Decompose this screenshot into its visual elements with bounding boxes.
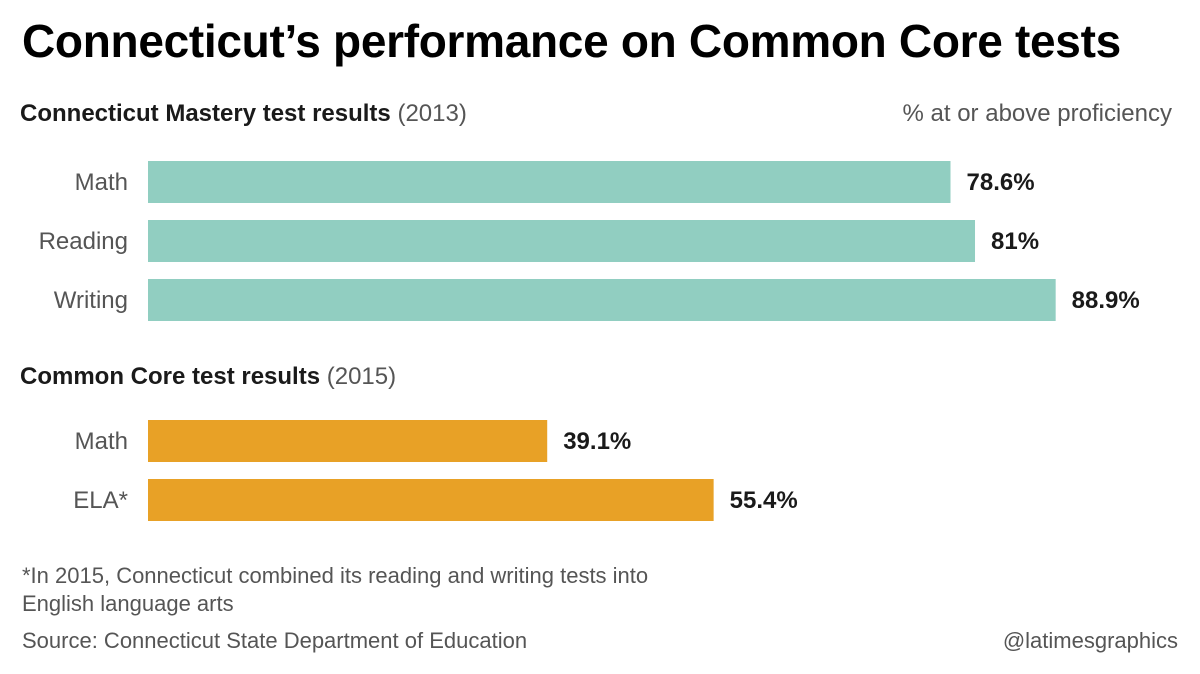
- bar-0-1: [148, 220, 976, 262]
- value-label: 81%: [991, 228, 1039, 255]
- section-year: (2013): [397, 100, 467, 127]
- section-heading-2015: Common Core test results (2015): [20, 363, 396, 391]
- section-year: (2015): [326, 363, 397, 390]
- unit-label: % at or above proficiency: [902, 100, 1172, 127]
- footnote: *In 2015, Connecticut combined its readi…: [22, 563, 649, 616]
- category-label: ELA*: [73, 487, 128, 514]
- value-label: 88.9%: [1072, 287, 1140, 314]
- credit: @latimesgraphics: [1002, 628, 1178, 653]
- value-label: 55.4%: [730, 487, 798, 514]
- category-label: Writing: [54, 287, 128, 314]
- source-note: Source: Connecticut State Department of …: [22, 628, 528, 653]
- category-label: Math: [75, 428, 128, 455]
- value-label: 39.1%: [563, 428, 631, 455]
- bar-1-1: [148, 479, 714, 521]
- chart-title: Connecticut’s performance on Common Core…: [22, 15, 1121, 67]
- section-name: Connecticut Mastery test results: [20, 100, 391, 127]
- category-label: Reading: [39, 228, 128, 255]
- bar-0-0: [148, 161, 951, 203]
- category-label: Math: [75, 169, 128, 196]
- value-label: 78.6%: [967, 169, 1035, 196]
- section-name: Common Core test results: [20, 363, 321, 390]
- bar-1-0: [148, 420, 548, 462]
- section-heading-2013: Connecticut Mastery test results (2013): [20, 100, 467, 128]
- bar-0-2: [148, 279, 1056, 321]
